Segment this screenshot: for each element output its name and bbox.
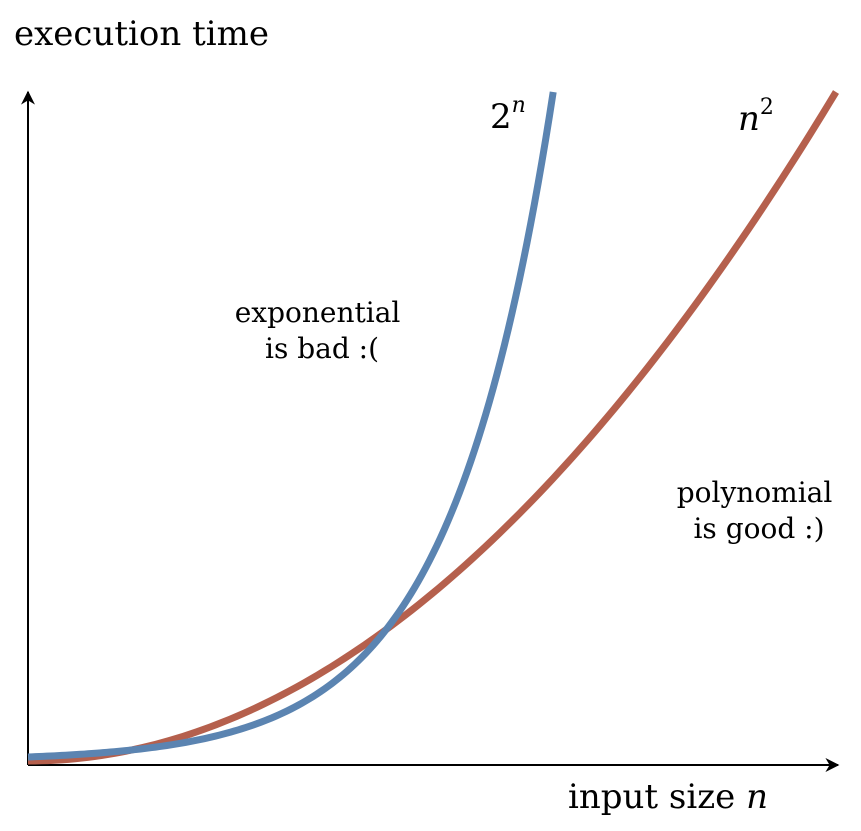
series-line-n-squared bbox=[27, 90, 839, 765]
x-axis-label-variable: n bbox=[746, 777, 768, 817]
x-axis-label: input size n bbox=[568, 777, 768, 817]
x-axis-label-text: input size bbox=[568, 777, 746, 817]
series-label-n-squared: n2 bbox=[738, 95, 774, 139]
y-axis-label: execution time bbox=[14, 14, 269, 54]
annotation-exponential: exponential is bad :( bbox=[235, 296, 410, 365]
annotation-polynomial: polynomial is good :) bbox=[677, 476, 842, 545]
annotation-exponential-line-1: exponential bbox=[235, 296, 401, 329]
annotation-polynomial-line-1: polynomial bbox=[677, 476, 833, 509]
series-line-two-to-n bbox=[27, 91, 557, 761]
series-label-two-to-n: 2n bbox=[490, 93, 526, 137]
annotation-exponential-line-2: is bad :( bbox=[265, 332, 379, 365]
annotation-polynomial-line-2: is good :) bbox=[693, 512, 824, 545]
